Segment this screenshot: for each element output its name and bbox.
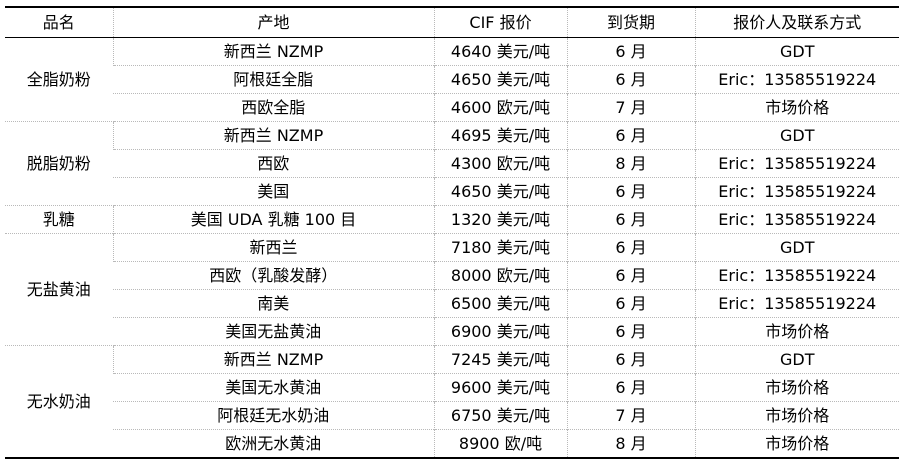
price-cell: 6750 美元/吨 xyxy=(433,401,567,430)
price-cell: 4300 欧元/吨 xyxy=(433,149,567,178)
arrival-cell: 6 月 xyxy=(566,261,695,290)
arrival-cell: 8 月 xyxy=(566,429,695,459)
price-cell: 4600 欧元/吨 xyxy=(433,93,567,122)
contact-cell: 市场价格 xyxy=(694,401,899,430)
contact-cell: Eric：13585519224 xyxy=(694,149,899,178)
arrival-cell: 6 月 xyxy=(566,345,695,374)
table-row: 乳糖 美国 UDA 乳糖 100 目 1320 美元/吨 6 月 Eric：13… xyxy=(5,205,899,234)
contact-cell: Eric：13585519224 xyxy=(694,65,899,94)
arrival-cell: 7 月 xyxy=(566,93,695,122)
price-cell: 8900 欧/吨 xyxy=(433,429,567,459)
origin-cell: 南美 xyxy=(113,289,434,318)
header-contact: 报价人及联系方式 xyxy=(694,6,899,38)
table-row: 无盐黄油 新西兰 7180 美元/吨 6 月 GDT xyxy=(5,233,899,346)
table-row: 美国无水黄油 9600 美元/吨 6 月 市场价格 xyxy=(5,373,899,402)
contact-cell: Eric：13585519224 xyxy=(694,261,899,290)
table-row: 西欧全脂 4600 欧元/吨 7 月 市场价格 xyxy=(5,93,899,122)
contact-cell: GDT xyxy=(694,37,899,66)
price-cell: 4650 美元/吨 xyxy=(433,65,567,94)
price-cell: 8000 欧元/吨 xyxy=(433,261,567,290)
table-row: 西欧 4300 欧元/吨 8 月 Eric：13585519224 xyxy=(5,149,899,178)
origin-cell: 新西兰 NZMP xyxy=(112,37,434,66)
price-cell: 7245 美元/吨 xyxy=(433,345,567,374)
category-cell: 无水奶油 xyxy=(5,345,113,459)
arrival-cell: 6 月 xyxy=(566,317,695,346)
arrival-cell: 8 月 xyxy=(566,149,695,178)
header-price: CIF 报价 xyxy=(433,6,567,38)
contact-cell: GDT xyxy=(694,233,899,262)
contact-cell: 市场价格 xyxy=(694,429,899,459)
contact-cell: 市场价格 xyxy=(694,93,899,122)
price-cell: 4640 美元/吨 xyxy=(433,37,567,66)
origin-cell: 新西兰 NZMP xyxy=(112,345,434,374)
origin-cell: 新西兰 xyxy=(112,233,434,262)
price-cell: 1320 美元/吨 xyxy=(433,205,567,234)
category-cell: 脱脂奶粉 xyxy=(5,121,113,206)
origin-cell: 阿根廷无水奶油 xyxy=(113,401,434,430)
origin-cell: 美国无水黄油 xyxy=(113,373,434,402)
table-row: 阿根廷无水奶油 6750 美元/吨 7 月 市场价格 xyxy=(5,401,899,430)
origin-cell: 美国 xyxy=(113,177,434,206)
table-row: 美国无盐黄油 6900 美元/吨 6 月 市场价格 xyxy=(5,317,899,346)
header-origin: 产地 xyxy=(112,6,434,38)
price-cell: 7180 美元/吨 xyxy=(433,233,567,262)
table-row: 全脂奶粉 新西兰 NZMP 4640 美元/吨 6 月 GDT xyxy=(5,37,899,122)
contact-cell: Eric：13585519224 xyxy=(694,289,899,318)
price-cell: 4650 美元/吨 xyxy=(433,177,567,206)
table-row: 西欧（乳酸发酵） 8000 欧元/吨 6 月 Eric：13585519224 xyxy=(5,261,899,290)
category-cell: 全脂奶粉 xyxy=(5,37,113,122)
arrival-cell: 6 月 xyxy=(566,373,695,402)
arrival-cell: 7 月 xyxy=(566,401,695,430)
origin-cell: 阿根廷全脂 xyxy=(113,65,434,94)
arrival-cell: 6 月 xyxy=(566,289,695,318)
table-row: 美国 4650 美元/吨 6 月 Eric：13585519224 xyxy=(5,177,899,206)
origin-cell: 西欧全脂 xyxy=(113,93,434,122)
contact-cell: Eric：13585519224 xyxy=(694,177,899,206)
arrival-cell: 6 月 xyxy=(566,233,695,262)
contact-cell: GDT xyxy=(694,121,899,150)
origin-cell: 西欧 xyxy=(113,149,434,178)
header-row: 品名 产地 CIF 报价 到货期 报价人及联系方式 xyxy=(5,6,899,38)
header-product: 品名 xyxy=(5,6,113,38)
table-row: 欧洲无水黄油 8900 欧/吨 8 月 市场价格 xyxy=(5,429,899,459)
arrival-cell: 6 月 xyxy=(566,177,695,206)
price-cell: 9600 美元/吨 xyxy=(433,373,567,402)
table-row: 无水奶油 新西兰 NZMP 7245 美元/吨 6 月 GDT xyxy=(5,345,899,459)
contact-cell: 市场价格 xyxy=(694,373,899,402)
header-arrival: 到货期 xyxy=(566,6,695,38)
arrival-cell: 6 月 xyxy=(566,205,695,234)
contact-cell: GDT xyxy=(694,345,899,374)
category-cell: 无盐黄油 xyxy=(5,233,113,346)
origin-cell: 欧洲无水黄油 xyxy=(113,429,434,459)
arrival-cell: 6 月 xyxy=(566,65,695,94)
contact-cell: Eric：13585519224 xyxy=(694,205,899,234)
table-row: 阿根廷全脂 4650 美元/吨 6 月 Eric：13585519224 xyxy=(5,65,899,94)
arrival-cell: 6 月 xyxy=(566,37,695,66)
contact-cell: 市场价格 xyxy=(694,317,899,346)
category-cell: 乳糖 xyxy=(5,205,113,234)
origin-cell: 美国无盐黄油 xyxy=(113,317,434,346)
table-row: 脱脂奶粉 新西兰 NZMP 4695 美元/吨 6 月 GDT xyxy=(5,121,899,206)
price-cell: 6900 美元/吨 xyxy=(433,317,567,346)
origin-cell: 新西兰 NZMP xyxy=(112,121,434,150)
origin-cell: 西欧（乳酸发酵） xyxy=(113,261,434,290)
table-row: 南美 6500 美元/吨 6 月 Eric：13585519224 xyxy=(5,289,899,318)
arrival-cell: 6 月 xyxy=(566,121,695,150)
origin-cell: 美国 UDA 乳糖 100 目 xyxy=(112,205,434,234)
price-table: 品名 产地 CIF 报价 到货期 报价人及联系方式 全脂奶粉 新西兰 NZMP … xyxy=(5,6,899,459)
price-cell: 6500 美元/吨 xyxy=(433,289,567,318)
price-cell: 4695 美元/吨 xyxy=(433,121,567,150)
